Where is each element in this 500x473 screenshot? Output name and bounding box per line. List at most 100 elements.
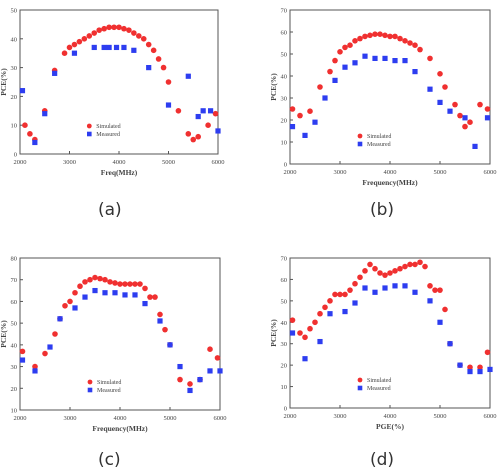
simulated-point [427,283,433,289]
x-tick-label: 6000 [484,169,497,176]
simulated-point [342,44,348,51]
simulated-point [102,276,108,283]
simulated-point [137,281,143,287]
simulated-point [297,112,303,119]
simulated-point [457,112,463,119]
simulated-point [362,268,368,274]
legend-marker-simulated [87,379,93,385]
y-axis-label: PCE(%) [0,68,8,96]
simulated-point [96,27,102,33]
simulated-point [417,46,423,53]
x-tick-label: 5000 [434,413,447,420]
plot-frame [19,257,221,411]
simulated-point [19,348,26,355]
measured-point [402,58,408,64]
simulated-point [347,42,353,48]
measured-point [207,108,214,114]
x-tick-label: 3000 [334,413,347,420]
measured-point [472,143,478,149]
measured-point [122,292,128,298]
measured-point [57,316,63,322]
simulated-point [357,274,363,281]
simulated-point [77,283,83,290]
simulated-point [87,276,93,283]
simulated-point [122,281,128,287]
simulated-point [126,27,132,33]
measured-point [302,132,308,138]
measured-point [467,368,473,375]
measured-point [121,44,127,51]
series-simulated [19,274,221,387]
simulated-point [142,285,148,292]
simulated-point [392,33,398,40]
simulated-point [72,289,78,296]
y-tick-label: 30 [281,341,288,348]
measured-point [72,305,78,311]
y-tick-label: 0 [284,406,287,413]
simulated-point [32,363,38,370]
measured-point [42,111,48,117]
y-tick-label: 0 [284,162,287,169]
simulated-point [131,30,137,36]
x-tick-label: 5000 [164,415,177,422]
measured-point [82,294,88,300]
measured-point [352,60,358,66]
legend-label: Measured [367,142,391,148]
x-tick-label: 3000 [334,169,347,176]
y-tick-label: 50 [281,298,288,305]
simulated-point [162,326,168,333]
simulated-point [91,30,98,36]
simulated-point [402,263,408,270]
simulated-point [484,106,491,112]
series-measured [289,53,491,149]
x-tick-label: 2000 [284,413,297,420]
simulated-point [71,41,78,48]
x-axis-label: Frequency(MHz) [362,178,418,187]
legend-marker-simulated [86,123,92,129]
simulated-point [111,24,117,31]
series-measured [19,44,221,146]
measured-point [372,55,378,61]
simulated-point [362,33,368,40]
simulated-point [452,101,458,108]
simulated-point [372,265,378,272]
simulated-point [307,325,313,332]
simulated-point [82,279,88,285]
simulated-point [140,36,147,42]
simulated-point [387,33,393,40]
measured-point [101,44,107,51]
measured-point [71,50,78,56]
simulated-point [289,317,296,323]
measured-point [207,368,213,374]
simulated-point [42,350,48,357]
x-tick-label: 2000 [284,169,297,176]
x-tick-label: 3000 [63,159,76,166]
simulated-point [327,298,333,304]
simulated-point [377,31,383,37]
simulated-point [477,101,483,108]
subfigure-label-b: (b) [370,200,395,220]
measured-point [372,289,378,295]
simulated-point [462,123,468,130]
simulated-point [175,108,182,114]
simulated-point [195,133,201,140]
measured-point [402,283,408,289]
simulated-point [317,84,323,90]
simulated-point [387,270,393,276]
legend-label: Measured [97,388,121,394]
simulated-point [147,294,153,300]
simulated-point [392,268,398,274]
measured-point [142,301,148,307]
measured-point [327,311,333,317]
simulated-point [117,281,123,287]
simulated-point [136,33,142,39]
simulated-point [289,106,296,112]
measured-point [185,73,191,79]
simulated-point [327,68,333,75]
simulated-point [61,50,68,56]
x-tick-label: 3000 [64,415,77,422]
simulated-point [372,31,378,37]
measured-point [342,64,348,70]
y-axis-label: PCE(%) [269,73,278,101]
